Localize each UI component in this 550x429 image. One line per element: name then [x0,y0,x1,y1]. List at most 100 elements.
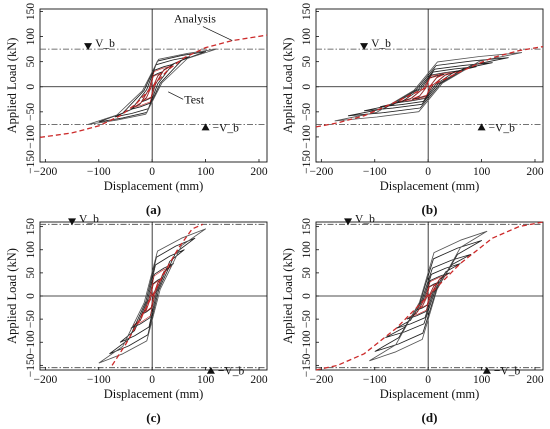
analysis-backbone [39,34,268,139]
vb-positive-label: V_b [371,38,391,50]
x-tick-label: 200 [250,166,268,178]
vb-negative-label: −V_b [218,366,245,378]
x-tick-label: 100 [473,374,491,386]
x-tick-label: −100 [363,166,387,178]
y-tick-label: −100 [301,330,313,354]
chart-panel-1: −200 −100 0 100 200150100500−50−100−150Displ… [5,3,268,217]
x-tick-label: 200 [526,166,544,178]
test-loop-6 [369,230,488,362]
x-tick-label: 200 [526,374,544,386]
y-tick-label: 0 [25,84,37,90]
annotation-test-pointer [168,91,184,100]
vb-negative-marker [477,123,486,131]
chart-panel-2: −200 −100 0 100 200150100500−50−100−150Displ… [281,3,544,217]
test-loop-4 [109,237,196,355]
y-tick-label: 50 [301,56,313,68]
panel-label: (d) [422,410,438,425]
vb-negative-marker [206,366,215,374]
vb-positive-marker [84,43,93,51]
vb-negative-label: −V_b [494,366,521,378]
vb-positive-marker [68,218,77,226]
plot-frame [39,8,268,163]
analysis-loop-2 [408,274,448,318]
y-tick-label: −150 [25,353,37,377]
y-tick-label: 100 [301,28,313,46]
test-loop-3 [395,263,461,329]
vb-positive-label: V_b [355,213,375,225]
x-tick-label: −200 [33,166,57,178]
test-loop-4 [364,62,493,112]
y-tick-label: 100 [301,241,313,259]
y-axis-label: Applied Load (kN) [281,38,295,134]
y-tick-label: 0 [301,293,313,299]
vb-positive-marker [360,43,369,51]
y-tick-label: −50 [25,310,37,328]
x-tick-label: 0 [149,166,155,178]
x-tick-label: −200 [309,166,333,178]
vb-positive-marker [344,218,353,226]
y-tick-label: −150 [25,150,37,174]
x-tick-label: −100 [363,374,387,386]
y-tick-label: −150 [301,150,313,174]
analysis-loop-1 [413,74,443,99]
test-loop-3 [119,249,185,343]
y-tick-label: 150 [25,3,37,21]
y-tick-label: 150 [301,218,313,236]
y-tick-label: −150 [301,353,313,377]
vb-negative-marker [482,366,491,374]
y-tick-label: 50 [25,56,37,68]
x-tick-label: 100 [473,166,491,178]
y-tick-label: 100 [25,241,37,259]
y-axis-label: Applied Load (kN) [5,248,19,344]
vb-positive-label: V_b [95,38,115,50]
vb-negative-label: −V_b [489,122,516,134]
x-tick-label: 200 [250,374,268,386]
x-axis-label: Displacement (mm) [380,387,480,401]
y-tick-label: −100 [301,125,313,149]
analysis-backbone [315,221,544,371]
analysis-backbone [111,223,204,366]
test-loop-5 [98,228,207,364]
x-tick-label: −200 [309,374,333,386]
x-tick-label: 0 [425,374,431,386]
test-loop-3 [114,56,191,118]
y-tick-label: −50 [301,310,313,328]
y-tick-label: −50 [25,103,37,121]
test-loop-5 [347,57,509,117]
x-axis-label: Displacement (mm) [104,179,204,193]
y-tick-label: 50 [25,267,37,279]
x-axis-label: Displacement (mm) [104,387,204,401]
analysis-loop-2 [399,71,458,102]
x-tick-label: 0 [425,166,431,178]
test-loop-6 [334,52,523,122]
y-tick-label: −100 [25,125,37,149]
y-tick-label: −100 [25,330,37,354]
x-tick-label: −100 [87,166,111,178]
y-axis-label: Applied Load (kN) [281,248,295,344]
plot-frame [315,8,544,163]
vb-negative-marker [201,123,210,131]
annotation-analysis: Analysis [174,12,216,26]
x-tick-label: −200 [33,374,57,386]
y-tick-label: 0 [25,293,37,299]
y-tick-label: 100 [25,28,37,46]
y-tick-label: 150 [25,218,37,236]
chart-panel-4: −200 −100 0 100 200150100500−50−100−150Displ… [281,213,544,425]
test-loop-4 [98,51,207,123]
vb-negative-label: −V_b [213,122,240,134]
test-loop-5 [87,48,217,125]
analysis-backbone [315,45,544,128]
y-tick-label: 50 [301,267,313,279]
panel-label: (a) [146,202,161,217]
x-axis-label: Displacement (mm) [380,179,480,193]
chart-panel-3: −200 −100 0 100 200150100500−50−100−150Displ… [5,213,268,425]
panel-label: (b) [422,202,438,217]
x-tick-label: 0 [149,374,155,386]
x-tick-label: 100 [197,374,215,386]
y-tick-label: −50 [301,103,313,121]
y-axis-label: Applied Load (kN) [5,38,19,134]
x-tick-label: 100 [197,166,215,178]
y-tick-label: 0 [301,84,313,90]
annotation-analysis-pointer [202,26,233,41]
